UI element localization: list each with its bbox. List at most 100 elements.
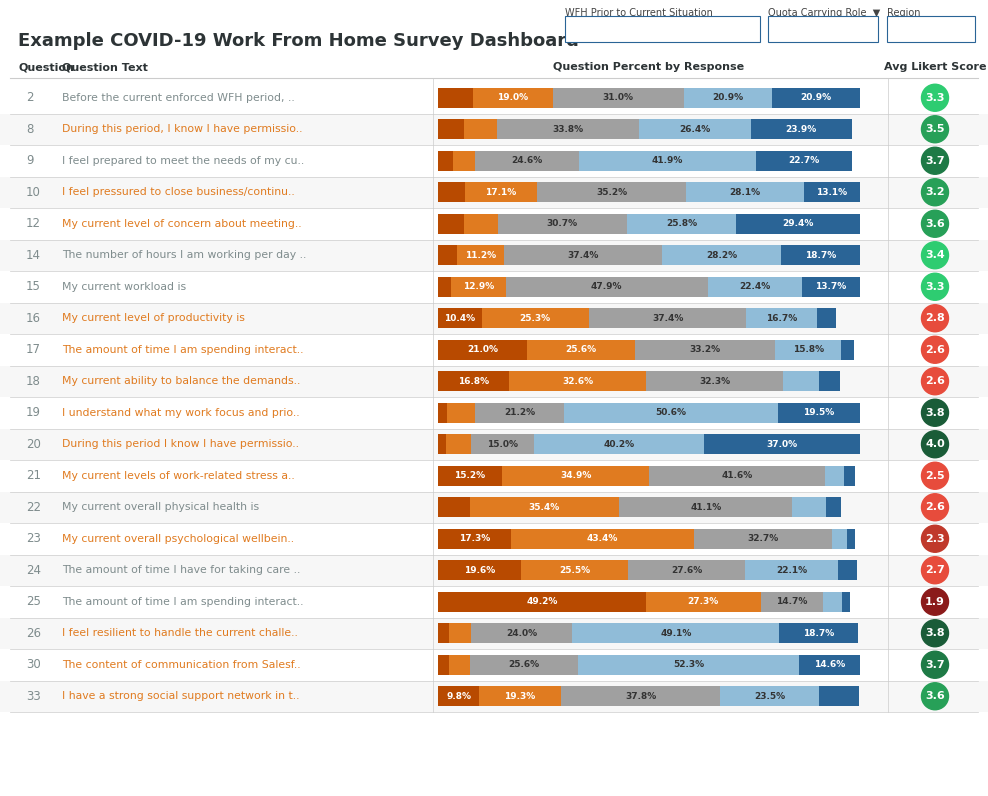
Bar bbox=[472, 88, 552, 107]
Bar bbox=[438, 340, 527, 360]
Text: 17.1%: 17.1% bbox=[485, 188, 517, 197]
Bar bbox=[707, 277, 802, 297]
Text: 37.4%: 37.4% bbox=[652, 314, 684, 322]
Bar bbox=[438, 466, 502, 486]
Bar bbox=[747, 309, 817, 328]
Bar bbox=[0, 240, 988, 271]
Text: 31.0%: 31.0% bbox=[603, 93, 633, 102]
Circle shape bbox=[922, 273, 948, 300]
Circle shape bbox=[922, 400, 948, 426]
Text: The amount of time I am spending interact..: The amount of time I am spending interac… bbox=[62, 345, 303, 355]
Text: 18.7%: 18.7% bbox=[803, 629, 835, 638]
Text: My current workload is: My current workload is bbox=[62, 282, 186, 292]
Text: 33.8%: 33.8% bbox=[552, 125, 584, 134]
Circle shape bbox=[922, 305, 948, 332]
Text: 16.8%: 16.8% bbox=[457, 377, 489, 386]
Bar bbox=[438, 592, 645, 611]
Text: 49.2%: 49.2% bbox=[527, 597, 557, 607]
Bar bbox=[471, 623, 572, 643]
Bar bbox=[0, 82, 988, 114]
Bar bbox=[842, 592, 851, 611]
Text: 14: 14 bbox=[26, 249, 41, 262]
Bar bbox=[0, 618, 988, 649]
Bar bbox=[703, 435, 860, 454]
Bar bbox=[639, 119, 751, 139]
Text: WFH Prior to Current Situation: WFH Prior to Current Situation bbox=[565, 8, 713, 18]
Text: 2.6: 2.6 bbox=[925, 345, 945, 355]
Bar bbox=[628, 560, 745, 580]
Bar bbox=[826, 498, 841, 517]
Text: I feel resilient to handle the current challe..: I feel resilient to handle the current c… bbox=[62, 628, 297, 638]
Text: (All): (All) bbox=[776, 24, 798, 34]
Text: 14.7%: 14.7% bbox=[777, 597, 807, 607]
Bar bbox=[564, 403, 778, 423]
Bar bbox=[474, 403, 564, 423]
Text: 8: 8 bbox=[26, 123, 34, 136]
Text: 25.5%: 25.5% bbox=[559, 566, 590, 575]
Text: 12: 12 bbox=[26, 217, 41, 230]
Text: During this period, I know I have permissio..: During this period, I know I have permis… bbox=[62, 124, 302, 135]
Text: Quota Carrying Role  ▼: Quota Carrying Role ▼ bbox=[768, 8, 880, 18]
Text: 20.9%: 20.9% bbox=[800, 93, 832, 102]
Circle shape bbox=[922, 462, 948, 490]
Circle shape bbox=[922, 431, 948, 458]
Circle shape bbox=[922, 556, 948, 583]
Text: 41.1%: 41.1% bbox=[691, 503, 721, 512]
Text: 3.3: 3.3 bbox=[925, 282, 945, 292]
Text: 19.6%: 19.6% bbox=[463, 566, 495, 575]
Bar bbox=[0, 681, 988, 712]
Text: 18.7%: 18.7% bbox=[805, 251, 836, 259]
Text: 21.2%: 21.2% bbox=[504, 408, 535, 417]
Bar bbox=[802, 277, 860, 297]
Text: Example COVID-19 Work From Home Survey Dashboard: Example COVID-19 Work From Home Survey D… bbox=[18, 32, 579, 50]
Text: 2: 2 bbox=[26, 92, 34, 104]
Text: 30: 30 bbox=[26, 658, 41, 671]
Bar bbox=[438, 560, 521, 580]
Text: Question: Question bbox=[18, 62, 74, 72]
Text: 10: 10 bbox=[26, 185, 41, 199]
Bar bbox=[438, 529, 511, 548]
Text: 13.7%: 13.7% bbox=[815, 283, 847, 291]
Bar bbox=[438, 277, 452, 297]
Text: (All): (All) bbox=[895, 24, 918, 34]
Bar bbox=[745, 560, 838, 580]
Bar bbox=[438, 119, 464, 139]
Bar bbox=[0, 365, 988, 397]
Bar bbox=[449, 623, 471, 643]
Text: 3.2: 3.2 bbox=[925, 187, 945, 197]
Text: Region: Region bbox=[887, 8, 921, 18]
Text: 35.2%: 35.2% bbox=[596, 188, 627, 197]
Bar bbox=[438, 88, 472, 107]
Bar bbox=[646, 372, 782, 391]
Text: 25.6%: 25.6% bbox=[509, 660, 539, 669]
Bar bbox=[819, 372, 840, 391]
Bar bbox=[438, 182, 465, 202]
Text: 2.6: 2.6 bbox=[925, 377, 945, 386]
Bar bbox=[471, 435, 535, 454]
Bar bbox=[649, 466, 825, 486]
Circle shape bbox=[922, 210, 948, 237]
Text: Avg Likert Score: Avg Likert Score bbox=[883, 62, 986, 72]
Circle shape bbox=[922, 494, 948, 521]
Bar bbox=[482, 309, 589, 328]
Bar bbox=[0, 177, 988, 208]
Text: 17: 17 bbox=[26, 343, 41, 357]
Text: 22.7%: 22.7% bbox=[788, 156, 819, 166]
Bar bbox=[804, 182, 860, 202]
Bar bbox=[780, 623, 859, 643]
Bar bbox=[0, 114, 988, 145]
Bar bbox=[470, 655, 578, 674]
Bar bbox=[438, 214, 464, 233]
Text: 32.6%: 32.6% bbox=[562, 377, 593, 386]
Text: 32.3%: 32.3% bbox=[700, 377, 730, 386]
Text: 32.7%: 32.7% bbox=[748, 534, 779, 543]
Bar bbox=[684, 88, 772, 107]
Circle shape bbox=[922, 242, 948, 269]
Bar bbox=[0, 302, 988, 334]
Text: 16.7%: 16.7% bbox=[766, 314, 797, 322]
Bar bbox=[561, 686, 720, 706]
Bar bbox=[736, 214, 860, 233]
Bar bbox=[438, 655, 449, 674]
Text: 37.0%: 37.0% bbox=[767, 439, 797, 449]
Text: 11.2%: 11.2% bbox=[465, 251, 496, 259]
